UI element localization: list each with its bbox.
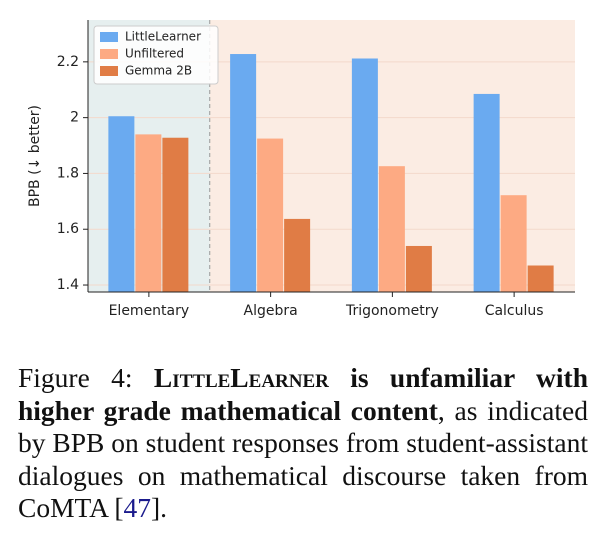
bar <box>405 245 432 292</box>
legend-label: LittleLearner <box>125 30 201 44</box>
bar <box>527 265 554 292</box>
caption-ref: 47 <box>123 492 152 523</box>
bar <box>135 134 162 292</box>
bar <box>257 138 284 292</box>
x-tick-label: Elementary <box>109 303 190 319</box>
bar <box>284 218 311 292</box>
y-tick-label: 2.2 <box>57 54 79 70</box>
bar <box>351 58 378 293</box>
legend-swatch <box>100 49 118 59</box>
bar <box>500 195 527 292</box>
caption-end: ]. <box>151 492 168 523</box>
y-tick-label: 1.4 <box>57 277 79 293</box>
chart: BPB (↓ better) 1.4 1.6 1.8 2 2.2 Elementary Al… <box>27 20 575 319</box>
y-tick-label: 1.6 <box>57 221 79 237</box>
bar <box>378 166 405 292</box>
bar <box>108 116 135 292</box>
x-tick-label: Trigonometry <box>345 303 439 319</box>
y-tick-label: 2 <box>70 110 79 126</box>
legend-swatch <box>100 32 118 42</box>
y-axis-label: BPB (↓ better) <box>27 105 43 207</box>
legend-label: Gemma 2B <box>125 64 192 78</box>
caption-label: Figure 4: <box>18 362 133 393</box>
caption-name: LittleLearner <box>153 362 329 393</box>
legend-box <box>93 25 219 85</box>
caption-bold: is unfamiliar with higher grade mathemat… <box>18 362 588 426</box>
x-tick-label: Algebra <box>244 303 298 319</box>
bar <box>230 54 257 293</box>
caption-text: , as indicated by BPB on student respons… <box>18 394 588 524</box>
caption: Figure 4: LittleLearner is unfamiliar wi… <box>18 362 588 525</box>
y-tick-label: 1.8 <box>57 165 79 181</box>
x-tick-label: Calculus <box>485 303 544 319</box>
legend-label: Unfiltered <box>125 47 184 61</box>
bar <box>162 137 189 292</box>
legend-swatch <box>100 66 118 76</box>
bar <box>473 93 500 292</box>
